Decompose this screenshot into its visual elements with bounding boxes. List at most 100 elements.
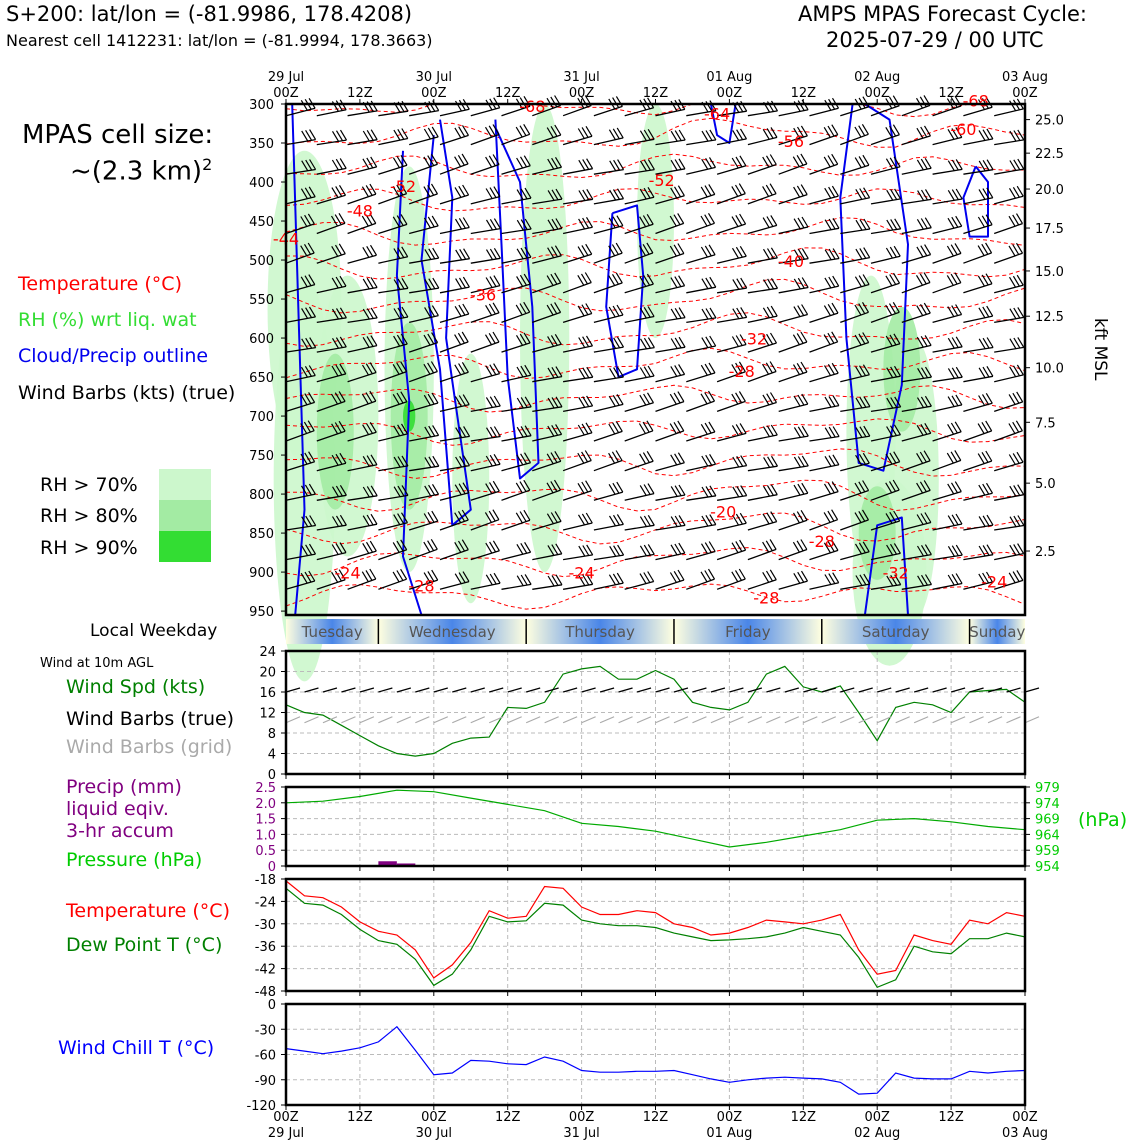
wind-barb-feather bbox=[639, 188, 647, 200]
y-tick-label: 0 bbox=[268, 860, 276, 875]
wind-barb-feather bbox=[1009, 100, 1017, 112]
wind-barb bbox=[716, 287, 747, 294]
wind-barb-feather bbox=[547, 190, 555, 201]
wind-barb-feather bbox=[863, 573, 871, 585]
wind-barb-feather bbox=[488, 510, 496, 522]
wind-barb bbox=[316, 551, 347, 561]
wind-barb bbox=[655, 222, 684, 235]
wind-barb-feather bbox=[484, 334, 493, 346]
wind-barb bbox=[408, 193, 438, 205]
wind-barb-feather bbox=[585, 243, 593, 255]
wind-barb-feather bbox=[797, 483, 805, 495]
wind-barb-feather bbox=[950, 244, 958, 256]
wind-barb-feather bbox=[916, 305, 924, 316]
wind-barb-feather bbox=[430, 183, 439, 195]
wind-barb-feather bbox=[854, 482, 862, 494]
wind-barb-feather bbox=[951, 189, 959, 200]
wind-barb-feather bbox=[400, 214, 408, 225]
wind-barb-feather bbox=[338, 569, 346, 581]
wind-barb-feather bbox=[362, 130, 370, 142]
wind-barb-feather bbox=[923, 272, 931, 283]
wind-barb-feather bbox=[489, 426, 498, 438]
wind-barb bbox=[347, 464, 378, 472]
wind-barb bbox=[408, 370, 438, 383]
wind-barb bbox=[840, 405, 871, 413]
legend-rh80: RH > 80% bbox=[40, 505, 138, 527]
wind-barb bbox=[809, 435, 840, 442]
wind-barb-feather bbox=[461, 125, 470, 136]
wind-barb-10m bbox=[581, 687, 596, 693]
wind-barb bbox=[840, 283, 870, 294]
wind-barb-feather bbox=[732, 308, 740, 320]
wind-barb-feather bbox=[824, 427, 832, 439]
wind-barb-feather bbox=[977, 423, 985, 434]
time-tick-hour-top: 00Z bbox=[864, 86, 890, 101]
wind-barb-grid bbox=[285, 716, 301, 724]
wind-barb-feather bbox=[400, 568, 408, 580]
wind-barb-feather bbox=[639, 453, 647, 465]
wind-barb bbox=[994, 108, 1024, 117]
windchill-panel-frame bbox=[284, 1002, 1027, 1107]
wind-barb bbox=[562, 522, 593, 531]
wind-barb-feather bbox=[485, 304, 493, 316]
wind-barb-feather bbox=[520, 188, 528, 200]
wind-barb-feather bbox=[797, 100, 805, 111]
wind-barb-feather bbox=[454, 512, 462, 524]
wind-barb-feather bbox=[985, 242, 993, 254]
wind-barb-feather bbox=[581, 304, 589, 316]
wind-barb bbox=[409, 136, 439, 146]
wind-barb-feather bbox=[362, 246, 370, 258]
wind-barb-feather bbox=[736, 485, 744, 497]
wind-barb-10m bbox=[636, 687, 652, 693]
wind-barb bbox=[901, 583, 932, 590]
wind-barb-feather bbox=[555, 424, 563, 435]
wind-barb-feather bbox=[704, 214, 712, 226]
temperature-contour bbox=[285, 418, 1026, 446]
wind-barb-feather bbox=[951, 545, 959, 557]
wind-barb-feather bbox=[335, 337, 343, 348]
wind-barb bbox=[778, 580, 808, 590]
wind-barb bbox=[593, 346, 624, 353]
time-tick-hour-top: 12Z bbox=[495, 86, 521, 101]
wind-barb-feather bbox=[485, 483, 493, 494]
wind-barb bbox=[285, 346, 316, 353]
wind-barb bbox=[870, 520, 900, 531]
wind-barb-feather bbox=[763, 457, 771, 468]
wind-barb-feather bbox=[489, 541, 497, 553]
wind-barb-10m bbox=[433, 687, 448, 693]
wind-barb bbox=[840, 197, 870, 205]
wind-barb-feather bbox=[701, 455, 709, 467]
wind-barb-feather bbox=[986, 337, 994, 348]
wind-barb-feather bbox=[400, 423, 409, 435]
kft-tick-label: 7.5 bbox=[1035, 416, 1056, 431]
wind-barb-feather bbox=[493, 395, 501, 407]
wind-barb-feather bbox=[577, 482, 585, 494]
wind-barb bbox=[501, 228, 532, 235]
wind-barb-feather bbox=[1016, 185, 1024, 197]
wind-barb-feather bbox=[700, 215, 708, 227]
y-tick-label: 0.5 bbox=[255, 844, 276, 859]
wind-barb-feather bbox=[708, 541, 716, 552]
wind-barb-feather bbox=[338, 243, 346, 255]
wind-barb-feather bbox=[708, 421, 716, 433]
kft-tick-label: 5.0 bbox=[1035, 477, 1056, 492]
wind-barb-feather bbox=[304, 214, 312, 226]
wind-barb bbox=[501, 342, 531, 353]
wind-barb-10m bbox=[304, 687, 319, 693]
wind-barb-feather bbox=[735, 392, 743, 404]
wind-barb-10m bbox=[729, 687, 744, 693]
wind-barb-feather bbox=[581, 423, 589, 435]
wind-barb-feather bbox=[427, 306, 436, 317]
wind-barb-feather bbox=[977, 245, 985, 256]
wind-barb-feather bbox=[335, 276, 343, 288]
wind-barb bbox=[624, 138, 655, 146]
wind-barb bbox=[655, 139, 686, 146]
wind-barb-feather bbox=[861, 123, 869, 135]
wind-barb-feather bbox=[366, 129, 374, 141]
wind-barb-grid bbox=[452, 716, 467, 724]
wind-barb-feather bbox=[946, 275, 954, 286]
time-tick-hour-top: 00Z bbox=[569, 86, 595, 101]
wind-barb-feather bbox=[642, 243, 650, 255]
wind-barb-feather bbox=[612, 305, 620, 317]
wind-barb-feather bbox=[362, 486, 370, 498]
